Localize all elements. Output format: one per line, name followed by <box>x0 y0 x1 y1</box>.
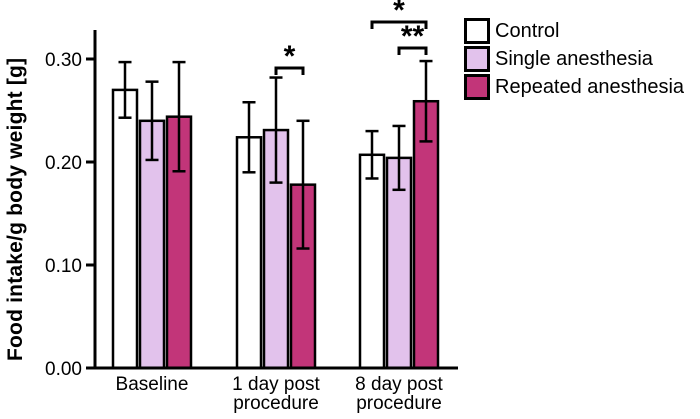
legend-item-control: Control <box>464 17 684 44</box>
y-tick-label: 0.20 <box>45 153 82 174</box>
significance-bracket <box>370 20 428 29</box>
significance-star: * <box>393 0 405 27</box>
legend-swatch-single-anesthesia <box>464 45 490 72</box>
x-category-label: procedure <box>356 393 442 414</box>
y-tick-label: 0.10 <box>45 256 82 277</box>
bar-single-anesthesia-8-day-post <box>385 156 413 370</box>
legend-item-single-anesthesia: Single anesthesia <box>464 45 684 72</box>
bar-single-anesthesia-baseline <box>138 119 166 370</box>
significance-star: ** <box>401 20 425 53</box>
bar-control-8-day-post <box>358 153 386 370</box>
legend-swatch-repeated-anesthesia <box>464 73 490 100</box>
legend: Control Single anesthesia Repeated anest… <box>464 17 684 100</box>
x-category-label: Baseline <box>116 374 189 395</box>
legend-label-single-anesthesia: Single anesthesia <box>495 47 653 70</box>
significance-star: * <box>284 40 296 73</box>
bar-control-baseline <box>111 88 139 370</box>
significance-bracket <box>397 46 428 55</box>
legend-item-repeated-anesthesia: Repeated anesthesia <box>464 73 684 100</box>
legend-label-control: Control <box>495 19 560 42</box>
x-category-label: 8 day post <box>355 374 443 395</box>
legend-swatch-control <box>464 17 490 44</box>
x-category-label: procedure <box>233 393 319 414</box>
y-tick-label: 0.30 <box>45 50 82 71</box>
x-category-label: 1 day post <box>232 374 320 395</box>
y-tick-label: 0.00 <box>45 359 82 380</box>
legend-label-repeated-anesthesia: Repeated anesthesia <box>495 75 685 98</box>
significance-bracket <box>274 66 305 75</box>
